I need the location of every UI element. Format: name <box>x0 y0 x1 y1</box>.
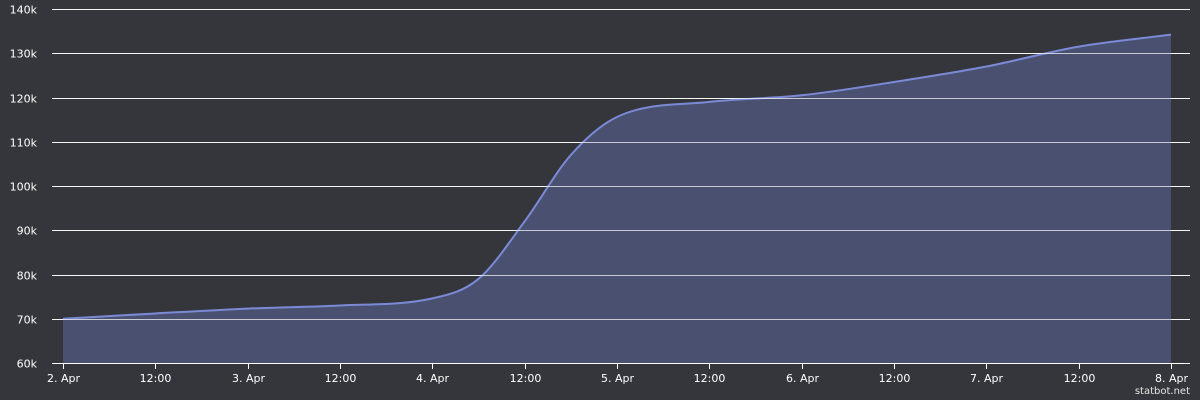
credit-label: statbot.net <box>1134 386 1190 397</box>
x-tick-label: 7. Apr <box>970 372 1003 385</box>
x-tick-label: 8. Apr <box>1155 372 1188 385</box>
y-tick-label: 90k <box>17 225 38 238</box>
y-axis-ticks: 60k 70k 80k 90k 100k 110k 120k 130k 140k <box>10 4 38 371</box>
y-tick-label: 140k <box>10 4 38 17</box>
grid-overlay <box>52 9 1190 364</box>
series-area <box>62 33 1172 363</box>
x-tick-label: 2. Apr <box>47 372 80 385</box>
x-tick-label: 5. Apr <box>601 372 634 385</box>
y-tick-label: 110k <box>10 137 38 150</box>
x-tick-label: 12:00 <box>694 372 726 385</box>
y-tick-label: 100k <box>10 181 38 194</box>
x-tick-label: 12:00 <box>879 372 911 385</box>
x-axis-ticks: 2. Apr 12:00 3. Apr 12:00 4. Apr 12:00 5. Apr 1… <box>47 363 1188 385</box>
x-tick-label: 12:00 <box>140 372 172 385</box>
x-tick-label: 12:00 <box>325 372 357 385</box>
x-tick-label: 6. Apr <box>786 372 819 385</box>
x-tick-label: 4. Apr <box>416 372 449 385</box>
y-tick-label: 70k <box>17 314 38 327</box>
series-area-fill <box>63 34 1171 363</box>
y-tick-label: 120k <box>10 93 38 106</box>
x-tick-label: 12:00 <box>1064 372 1096 385</box>
x-tick-label: 3. Apr <box>232 372 265 385</box>
y-tick-label: 130k <box>10 48 38 61</box>
x-tick-label: 12:00 <box>510 372 542 385</box>
series-line <box>62 33 1172 320</box>
y-tick-label: 60k <box>17 358 38 371</box>
y-tick-label: 80k <box>17 270 38 283</box>
